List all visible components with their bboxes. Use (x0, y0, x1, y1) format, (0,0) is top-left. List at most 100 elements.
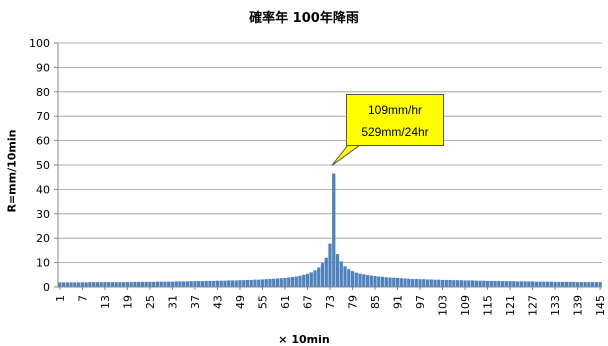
bar (542, 281, 546, 287)
bar (519, 281, 523, 287)
bar (530, 281, 535, 287)
x-tick-label: 49 (234, 295, 247, 309)
bar (268, 278, 272, 287)
callout-line-daily: 529mm/24hr (361, 125, 429, 139)
bar (290, 276, 295, 287)
bar (170, 281, 175, 287)
bar (380, 276, 385, 287)
bar (230, 280, 235, 287)
bar (144, 281, 148, 287)
bar (242, 280, 246, 287)
bar (129, 282, 133, 287)
y-tick-label: 30 (36, 208, 50, 221)
bar (527, 281, 531, 287)
bar (425, 279, 430, 287)
y-tick-label: 50 (36, 159, 50, 172)
bar (69, 282, 73, 287)
bar (500, 281, 505, 287)
bar (99, 282, 103, 287)
bar (305, 273, 310, 287)
bar (208, 280, 212, 287)
bar (463, 280, 467, 287)
bar (373, 276, 377, 287)
bar (362, 274, 366, 287)
bar (110, 282, 115, 287)
bar (204, 280, 208, 287)
bar (467, 280, 471, 287)
bar (508, 281, 512, 287)
bar (58, 282, 62, 287)
bars (58, 173, 602, 287)
bar (320, 263, 325, 287)
x-tick-label: 85 (369, 295, 382, 309)
bar (553, 281, 557, 287)
bar (365, 275, 370, 287)
bar (223, 280, 227, 287)
bar (302, 274, 306, 287)
x-tick-label: 115 (482, 295, 495, 316)
x-tick-label: 97 (414, 295, 427, 309)
bar (455, 280, 460, 287)
bar (103, 282, 107, 287)
bar (485, 280, 490, 287)
bar (474, 280, 478, 287)
bar (118, 282, 122, 287)
bar (358, 273, 362, 287)
bar (594, 282, 598, 287)
y-tick-label: 0 (43, 281, 50, 294)
bar (504, 281, 508, 287)
bar (193, 281, 197, 287)
bar (227, 280, 231, 287)
bar (410, 278, 415, 287)
bar (459, 280, 463, 287)
bar (238, 280, 242, 287)
bar (422, 279, 426, 287)
bar (317, 267, 321, 287)
bar (294, 276, 298, 287)
y-tick-label: 20 (36, 232, 50, 245)
bar (335, 254, 340, 287)
x-tick-label: 127 (527, 295, 540, 316)
bar (377, 276, 381, 287)
x-axis-label: × 10min (278, 333, 330, 346)
bar (298, 275, 302, 287)
bar (92, 282, 96, 287)
x-tick-label: 121 (504, 295, 517, 316)
bar (590, 282, 595, 287)
bar (545, 281, 550, 287)
bar (62, 282, 66, 287)
x-tick-label: 145 (594, 295, 607, 316)
bar (152, 281, 156, 287)
bar (279, 278, 283, 287)
x-tick-label: 73 (324, 295, 337, 309)
bar (332, 173, 336, 287)
bar (414, 278, 418, 287)
bar (313, 270, 317, 287)
x-tick-label: 43 (211, 295, 224, 309)
bar (163, 281, 167, 287)
bar (354, 272, 358, 287)
bar (418, 279, 422, 287)
peak-callout: 109mm/hr 529mm/24hr (346, 94, 444, 146)
axes (54, 42, 602, 290)
bar (523, 281, 527, 287)
bar (309, 272, 313, 287)
bar (283, 277, 287, 287)
bar (384, 277, 388, 287)
bar (197, 281, 201, 287)
bar (215, 280, 220, 287)
bar (178, 281, 182, 287)
bar (219, 280, 223, 287)
x-tick-label: 103 (437, 295, 450, 316)
bar (77, 282, 81, 287)
bar (470, 280, 475, 287)
callout-line-hourly: 109mm/hr (367, 103, 423, 117)
bar (125, 282, 130, 287)
bar (437, 279, 441, 287)
bar (80, 282, 85, 287)
bar (84, 282, 88, 287)
chart-title: 確率年 100年降雨 (249, 11, 359, 26)
x-tick-label: 31 (166, 295, 179, 309)
bar (598, 282, 602, 287)
bar (343, 266, 347, 287)
